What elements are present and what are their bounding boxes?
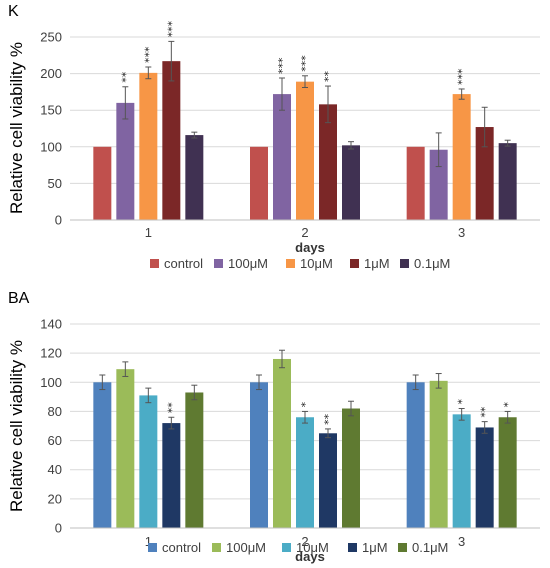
legend-label: 0.1μM — [412, 540, 448, 555]
significance-label: ** — [322, 71, 335, 83]
y-tick-label: 0 — [55, 213, 62, 228]
significance-label: * — [502, 401, 515, 407]
legend-swatch — [348, 543, 357, 552]
bar — [429, 149, 448, 220]
bar — [296, 417, 314, 528]
legend-swatch — [350, 259, 359, 268]
legend-swatch — [212, 543, 221, 552]
significance-label: *** — [456, 68, 469, 85]
x-axis-label: days — [295, 549, 325, 564]
y-tick-label: 120 — [40, 346, 62, 361]
x-tick-label: 3 — [458, 225, 465, 240]
bar — [162, 423, 181, 528]
bar — [319, 433, 337, 528]
bar — [250, 146, 268, 220]
bar — [93, 382, 112, 528]
x-axis-label: days — [295, 240, 325, 255]
significance-label: ** — [322, 413, 335, 425]
significance-label: ** — [119, 71, 132, 83]
y-tick-label: 140 — [40, 317, 62, 332]
legend-swatch — [214, 259, 223, 268]
significance-label: *** — [165, 20, 178, 37]
bar — [342, 145, 360, 220]
x-tick-label: 2 — [301, 534, 308, 549]
bar — [139, 72, 158, 220]
significance-label: *** — [299, 55, 312, 72]
y-tick-label: 200 — [40, 66, 62, 81]
y-tick-label: 80 — [48, 404, 62, 419]
bar — [116, 102, 135, 220]
bar — [250, 382, 268, 528]
legend-label: 1μM — [364, 256, 390, 271]
bar — [93, 146, 112, 220]
legend-swatch — [400, 259, 409, 268]
bar — [116, 369, 135, 528]
bar — [452, 94, 471, 220]
legend-swatch — [286, 259, 295, 268]
bar — [429, 380, 448, 528]
y-tick-label: 60 — [48, 433, 62, 448]
bar — [342, 408, 360, 528]
x-tick-label: 1 — [145, 534, 152, 549]
significance-label: *** — [276, 57, 289, 74]
legend-label: 10μM — [296, 540, 329, 555]
legend-label: 1μM — [362, 540, 388, 555]
significance-label: *** — [142, 46, 155, 63]
y-tick-label: 0 — [55, 521, 62, 536]
legend-label: control — [164, 256, 203, 271]
y-tick-label: 150 — [40, 103, 62, 118]
panel-label: K — [8, 3, 19, 20]
bar — [139, 395, 158, 528]
y-tick-label: 50 — [48, 176, 62, 191]
bar — [273, 358, 291, 528]
y-axis-label: Relative cell viability % — [7, 340, 26, 512]
bar — [319, 104, 337, 220]
legend-swatch — [150, 259, 159, 268]
significance-label: ** — [479, 406, 492, 418]
bar — [406, 382, 425, 528]
significance-label: ** — [165, 402, 178, 414]
legend-swatch — [398, 543, 407, 552]
y-tick-label: 20 — [48, 491, 62, 506]
bar — [273, 94, 291, 220]
bar — [452, 414, 471, 528]
x-tick-label: 1 — [145, 225, 152, 240]
bar — [498, 143, 517, 220]
bar — [185, 135, 204, 220]
legend-swatch — [282, 543, 291, 552]
bar — [406, 146, 425, 220]
x-tick-label: 2 — [301, 225, 308, 240]
significance-label: * — [299, 401, 312, 407]
bar — [475, 427, 494, 528]
y-tick-label: 40 — [48, 462, 62, 477]
bar — [296, 81, 314, 220]
bar — [498, 417, 517, 528]
significance-label: * — [456, 399, 469, 405]
y-axis-label: Relative cell viability % — [7, 42, 26, 214]
x-tick-label: 3 — [458, 534, 465, 549]
y-tick-label: 250 — [40, 30, 62, 45]
bar — [162, 61, 181, 220]
y-tick-label: 100 — [40, 139, 62, 154]
chart-panel-ba: BA 0 20 40 60 80 100 120 140 Relative cell viabil… — [7, 290, 540, 564]
legend-label: 100μM — [226, 540, 266, 555]
legend-label: 10μM — [300, 256, 333, 271]
y-tick-label: 100 — [40, 375, 62, 390]
legend-label: control — [162, 540, 201, 555]
panel-label: BA — [8, 290, 30, 307]
chart-panel-k: K 0 50 100 150 200 250 Relative cell viability … — [7, 3, 540, 271]
bar — [185, 392, 204, 528]
bar — [475, 127, 494, 220]
legend-label: 0.1μM — [414, 256, 450, 271]
legend-label: 100μM — [228, 256, 268, 271]
legend-swatch — [148, 543, 157, 552]
